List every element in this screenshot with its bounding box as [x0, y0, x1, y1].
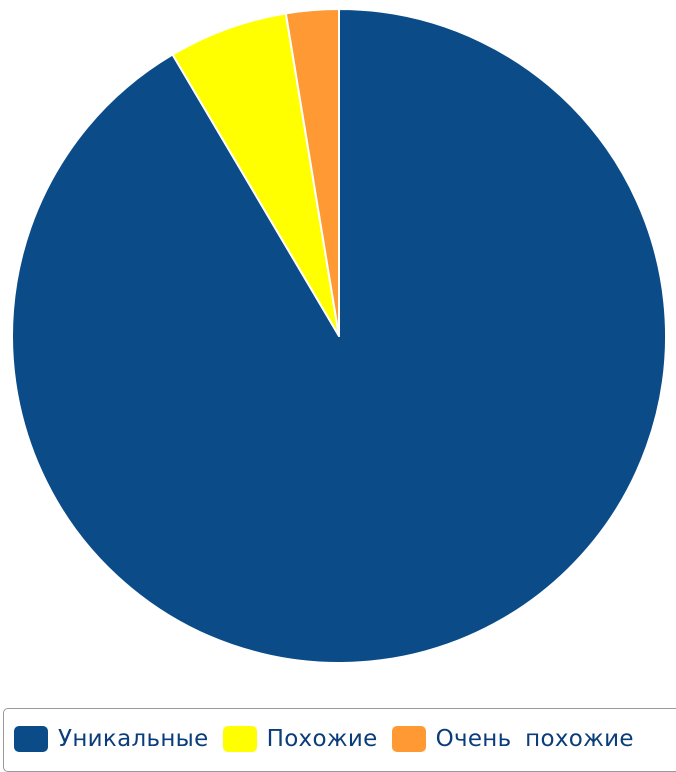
legend: Уникальные Похожие Очень похожие [3, 708, 676, 772]
legend-item-unique[interactable]: Уникальные [14, 726, 209, 752]
pie-plot [11, 8, 667, 664]
legend-swatch-similar [222, 726, 257, 752]
legend-item-similar[interactable]: Похожие [222, 726, 378, 752]
legend-swatch-unique [14, 726, 48, 752]
legend-label-unique: Уникальные [58, 726, 209, 752]
pie-slice-similar[interactable] [171, 12, 340, 337]
pie-slice-very-similar[interactable] [284, 8, 340, 337]
legend-swatch-very-similar [391, 726, 426, 752]
legend-label-very-similar: Очень похожие [435, 726, 634, 752]
legend-item-very-similar[interactable]: Очень похожие [391, 726, 634, 752]
legend-label-similar: Похожие [266, 726, 378, 752]
